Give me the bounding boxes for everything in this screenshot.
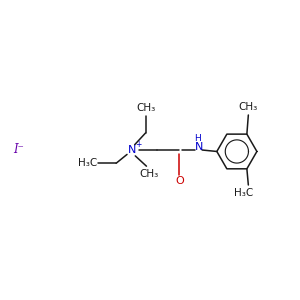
Text: H₃C: H₃C	[234, 188, 254, 198]
Text: CH₃: CH₃	[136, 103, 155, 113]
Text: H: H	[194, 134, 201, 143]
Text: +: +	[135, 140, 141, 149]
Text: CH₃: CH₃	[239, 102, 258, 112]
Text: H₃C: H₃C	[78, 158, 97, 168]
Text: O: O	[175, 176, 184, 186]
Text: CH₃: CH₃	[139, 169, 158, 179]
Text: N: N	[128, 145, 136, 155]
Text: I⁻: I⁻	[14, 143, 24, 157]
Text: N: N	[194, 142, 203, 152]
